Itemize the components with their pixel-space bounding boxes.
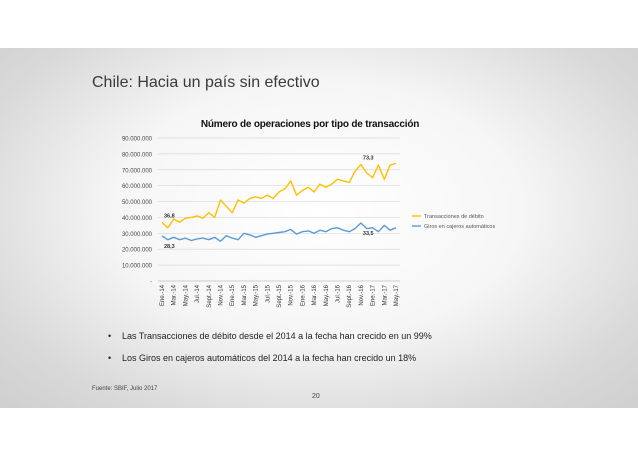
bullet-item: • Los Giros en cajeros automáticos del 2…: [108, 352, 432, 374]
x-tick-label: Jul.-14: [195, 284, 201, 303]
data-label: 36,8: [164, 214, 175, 220]
x-tick-label: Sept.-14: [207, 284, 213, 307]
y-tick-label: 30.000.000: [122, 232, 153, 238]
slide-background: [0, 48, 638, 408]
bullet-text: Los Giros en cajeros automáticos del 201…: [122, 353, 417, 363]
x-tick-label: Sept.-15: [277, 284, 283, 307]
slide-title: Chile: Hacia un país sin efectivo: [92, 74, 320, 91]
x-tick-label: Nov.-16: [359, 284, 365, 305]
y-tick-label: 60.000.000: [122, 184, 153, 190]
x-tick-label: Jul.-15: [265, 284, 271, 303]
x-tick-label: May.-17: [394, 284, 400, 306]
source-note: Fuente: SBIF, Julio 2017: [92, 386, 158, 392]
chart-title: Número de operaciones por tipo de transa…: [200, 119, 420, 130]
y-tick-label: 10.000.000: [122, 264, 153, 270]
y-tick-label: 40.000.000: [122, 216, 153, 222]
x-tick-label: Mar.-15: [242, 284, 248, 305]
page-number: 20: [312, 393, 320, 400]
y-tick-label: -: [150, 280, 152, 286]
x-tick-label: Nov.-15: [289, 284, 295, 305]
x-tick-label: Sept.-16: [347, 284, 353, 307]
x-tick-label: Mar.-16: [312, 284, 318, 305]
x-tick-label: Nov.-14: [219, 284, 225, 305]
bullet-item: • Las Transacciones de débito desde el 2…: [108, 330, 432, 352]
x-tick-label: Ene.-15: [230, 284, 236, 306]
bullet-list: • Las Transacciones de débito desde el 2…: [108, 330, 432, 374]
y-tick-label: 90.000.000: [122, 137, 153, 143]
x-tick-label: Ene.-14: [160, 284, 166, 306]
data-label: 73,3: [363, 156, 374, 162]
series-line-atm: [161, 222, 397, 243]
x-tick-label: May.-15: [254, 284, 260, 306]
data-label: 28,3: [164, 244, 175, 250]
bullet-text: Las Transacciones de débito desde el 201…: [122, 331, 432, 341]
x-tick-label: Ene.-17: [371, 284, 377, 306]
data-label: 33,5: [363, 231, 374, 237]
legend-label: Transacciones de débito: [424, 214, 484, 220]
x-tick-label: May.-16: [324, 284, 330, 306]
y-tick-label: 50.000.000: [122, 200, 153, 206]
legend-label: Giros en cajeros automáticos: [424, 224, 495, 230]
series-line-debit: [161, 162, 397, 229]
y-tick-label: 20.000.000: [122, 248, 153, 254]
x-tick-label: Mar.-17: [382, 284, 388, 305]
bullet-symbol: •: [108, 331, 112, 341]
y-tick-label: 70.000.000: [122, 168, 153, 174]
x-tick-label: Ene.-16: [300, 284, 306, 306]
y-tick-label: 80.000.000: [122, 152, 153, 158]
bullet-symbol: •: [108, 353, 112, 363]
x-tick-label: Mar.-14: [172, 284, 178, 305]
x-tick-label: Jul.-16: [336, 284, 342, 303]
x-tick-label: May.-14: [183, 284, 189, 306]
